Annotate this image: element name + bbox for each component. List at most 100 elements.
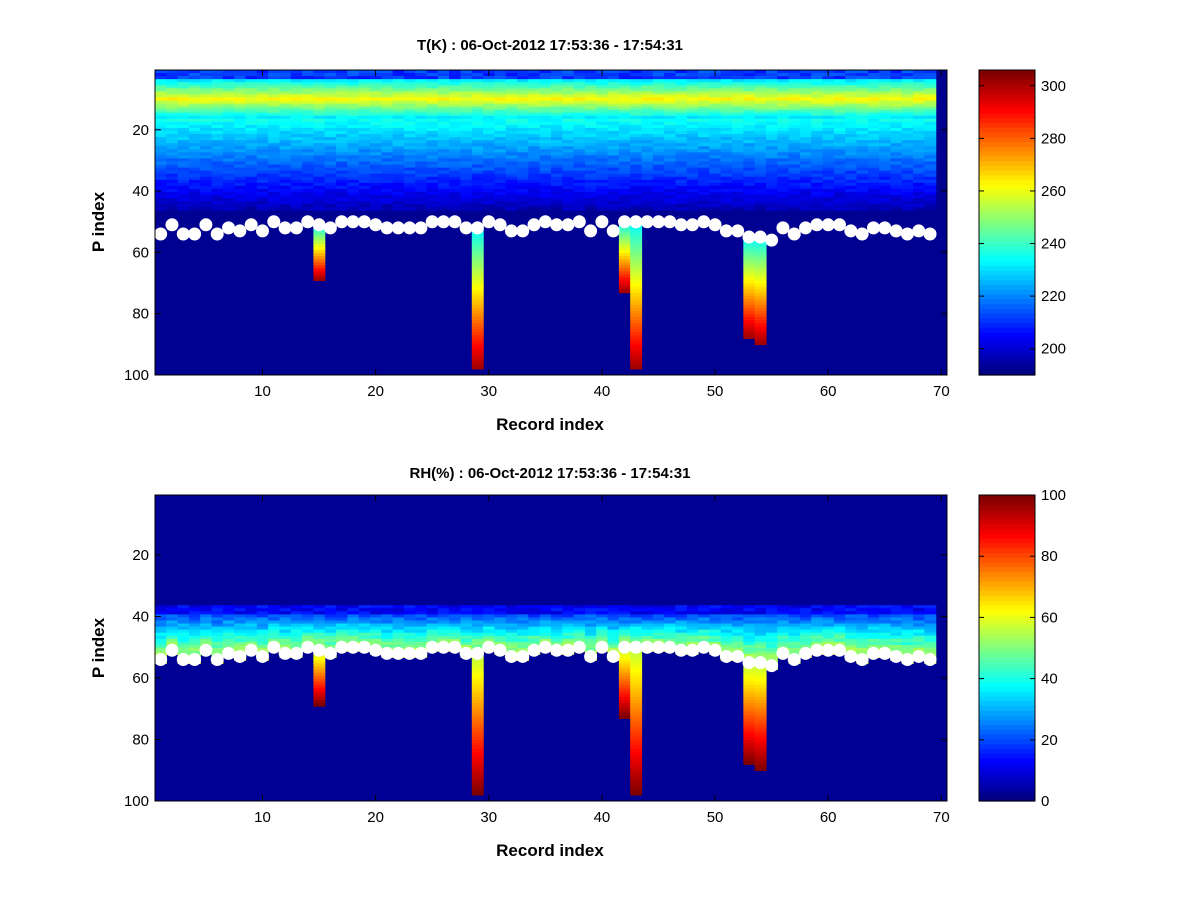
heatmap-cell bbox=[833, 185, 846, 190]
heatmap-cell bbox=[867, 146, 880, 150]
heatmap-cell bbox=[754, 259, 767, 263]
heatmap-cell bbox=[505, 605, 518, 609]
heatmap-cell bbox=[720, 644, 733, 649]
heatmap-cell bbox=[471, 73, 484, 77]
heatmap-cell bbox=[924, 124, 937, 129]
heatmap-cell bbox=[732, 134, 744, 138]
heatmap-cell bbox=[879, 73, 892, 77]
heatmap-cell bbox=[630, 696, 643, 701]
heatmap-cell bbox=[539, 121, 552, 126]
heatmap-cell bbox=[200, 76, 213, 80]
heatmap-cell bbox=[754, 256, 767, 260]
heatmap-cell bbox=[641, 614, 654, 618]
heatmap-cell bbox=[313, 127, 326, 132]
heatmap-cell bbox=[460, 121, 473, 126]
boundary-marker bbox=[380, 646, 394, 660]
heatmap-cell bbox=[777, 644, 790, 649]
heatmap-cell bbox=[573, 614, 586, 618]
heatmap-cell bbox=[913, 155, 925, 160]
heatmap-cell bbox=[222, 179, 235, 184]
heatmap-cell bbox=[799, 623, 812, 628]
heatmap-cell bbox=[618, 611, 631, 615]
heatmap-cell bbox=[517, 94, 529, 99]
heatmap-cell bbox=[313, 155, 326, 160]
heatmap-cell bbox=[200, 626, 213, 631]
heatmap-cell bbox=[777, 134, 790, 138]
heatmap-cell bbox=[166, 97, 179, 102]
heatmap-cell bbox=[551, 626, 563, 631]
heatmap-cell bbox=[200, 167, 213, 172]
heatmap-cell bbox=[471, 620, 484, 625]
heatmap-cell bbox=[664, 611, 677, 615]
heatmap-cell bbox=[188, 170, 201, 175]
heatmap-cell bbox=[290, 127, 303, 132]
heatmap-cell bbox=[381, 632, 394, 637]
heatmap-cell bbox=[155, 179, 167, 184]
heatmap-cell bbox=[256, 152, 269, 156]
heatmap-cell bbox=[765, 155, 778, 160]
heatmap-cell bbox=[302, 170, 314, 175]
heatmap-cell bbox=[675, 70, 688, 74]
heatmap-cell bbox=[155, 143, 167, 147]
heatmap-cell bbox=[845, 140, 858, 144]
heatmap-cell bbox=[403, 626, 416, 631]
heatmap-cell bbox=[279, 614, 292, 618]
heatmap-cell bbox=[584, 207, 597, 211]
heatmap-cell bbox=[369, 207, 382, 211]
heatmap-cell bbox=[211, 79, 224, 83]
heatmap-cell bbox=[573, 134, 586, 138]
heatmap-cell bbox=[811, 173, 824, 178]
heatmap-cell bbox=[890, 88, 903, 92]
heatmap-cell bbox=[596, 617, 609, 622]
heatmap-cell bbox=[698, 608, 710, 612]
heatmap-cell bbox=[460, 106, 473, 111]
heatmap-cell bbox=[471, 617, 484, 622]
heatmap-cell bbox=[573, 118, 586, 123]
heatmap-cell bbox=[630, 149, 643, 153]
boundary-marker bbox=[821, 643, 835, 657]
heatmap-cell bbox=[358, 176, 371, 181]
heatmap-cell bbox=[392, 620, 405, 625]
heatmap-cell bbox=[437, 73, 450, 77]
heatmap-cell bbox=[890, 103, 903, 108]
heatmap-cell bbox=[630, 73, 643, 77]
heatmap-cell bbox=[856, 137, 869, 141]
heatmap-cell bbox=[449, 106, 462, 111]
heatmap-cell bbox=[675, 201, 688, 205]
heatmap-cell bbox=[709, 137, 722, 141]
heatmap-cell bbox=[471, 149, 484, 153]
heatmap-cell bbox=[630, 292, 643, 297]
heatmap-cell bbox=[426, 118, 439, 123]
heatmap-cell bbox=[245, 115, 258, 120]
heatmap-cell bbox=[845, 124, 858, 129]
heatmap-cell bbox=[924, 605, 937, 609]
heatmap-cell bbox=[155, 91, 167, 95]
heatmap-cell bbox=[754, 310, 767, 315]
heatmap-cell bbox=[743, 335, 756, 339]
heatmap-cell bbox=[618, 146, 631, 150]
heatmap-cell bbox=[177, 626, 190, 631]
heatmap-cell bbox=[347, 176, 360, 181]
heatmap-cell bbox=[890, 118, 903, 123]
heatmap-cell bbox=[460, 192, 473, 196]
heatmap-cell bbox=[562, 605, 575, 609]
heatmap-cell bbox=[313, 277, 326, 282]
heatmap-cell bbox=[392, 115, 405, 120]
heatmap-cell bbox=[551, 109, 563, 114]
heatmap-cell bbox=[573, 85, 586, 89]
heatmap-cell bbox=[415, 146, 428, 150]
heatmap-cell bbox=[392, 614, 405, 618]
heatmap-cell bbox=[890, 641, 903, 646]
heatmap-cell bbox=[211, 134, 224, 138]
heatmap-cell bbox=[381, 134, 394, 138]
heatmap-cell bbox=[437, 85, 450, 89]
heatmap-cell bbox=[234, 82, 247, 86]
heatmap-cell bbox=[901, 124, 914, 129]
heatmap-cell bbox=[449, 176, 462, 181]
heatmap-cell bbox=[471, 280, 484, 285]
heatmap-cell bbox=[765, 614, 778, 618]
heatmap-cell bbox=[256, 88, 269, 92]
heatmap-cell bbox=[528, 82, 541, 86]
heatmap-cell bbox=[811, 127, 824, 132]
